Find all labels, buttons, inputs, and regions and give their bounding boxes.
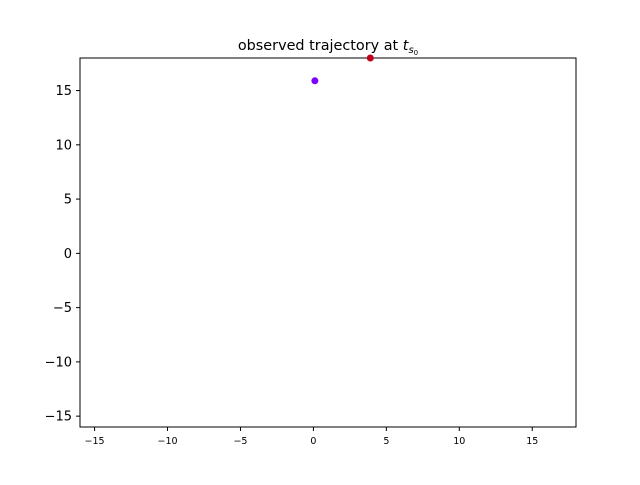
plot-area xyxy=(79,57,577,428)
chart-title-text: observed trajectory at xyxy=(238,38,403,54)
x-tick-label: 15 xyxy=(526,436,538,447)
y-tick-label: 5 xyxy=(64,193,72,208)
chart-title-math-subsub: 0 xyxy=(414,49,418,57)
chart-title-math-base: t xyxy=(403,38,410,54)
x-tick-label: 5 xyxy=(383,436,389,447)
chart-title-math-sub: s xyxy=(408,45,413,56)
y-tick-label: −15 xyxy=(45,410,72,425)
y-tick-label: 0 xyxy=(64,247,72,262)
y-tick-label: 10 xyxy=(55,138,72,153)
y-axis: −15 −10 −5 0 5 10 15 xyxy=(45,84,80,425)
plot-frame xyxy=(79,57,577,428)
x-tick-label: −10 xyxy=(157,436,177,447)
data-point xyxy=(311,77,319,85)
y-tick-label: −10 xyxy=(45,355,72,370)
x-tick-label: −5 xyxy=(233,436,247,447)
y-tick-label: 15 xyxy=(55,84,72,99)
x-tick-label: −15 xyxy=(85,436,105,447)
y-tick-label: −5 xyxy=(53,301,72,316)
x-tick-label: 0 xyxy=(310,436,316,447)
chart-title: observed trajectory at ts0 xyxy=(238,38,418,57)
data-points xyxy=(311,54,374,85)
x-tick-label: 10 xyxy=(453,436,465,447)
x-axis: −15 −10 −5 0 5 10 15 xyxy=(85,427,538,447)
data-point xyxy=(366,54,374,62)
